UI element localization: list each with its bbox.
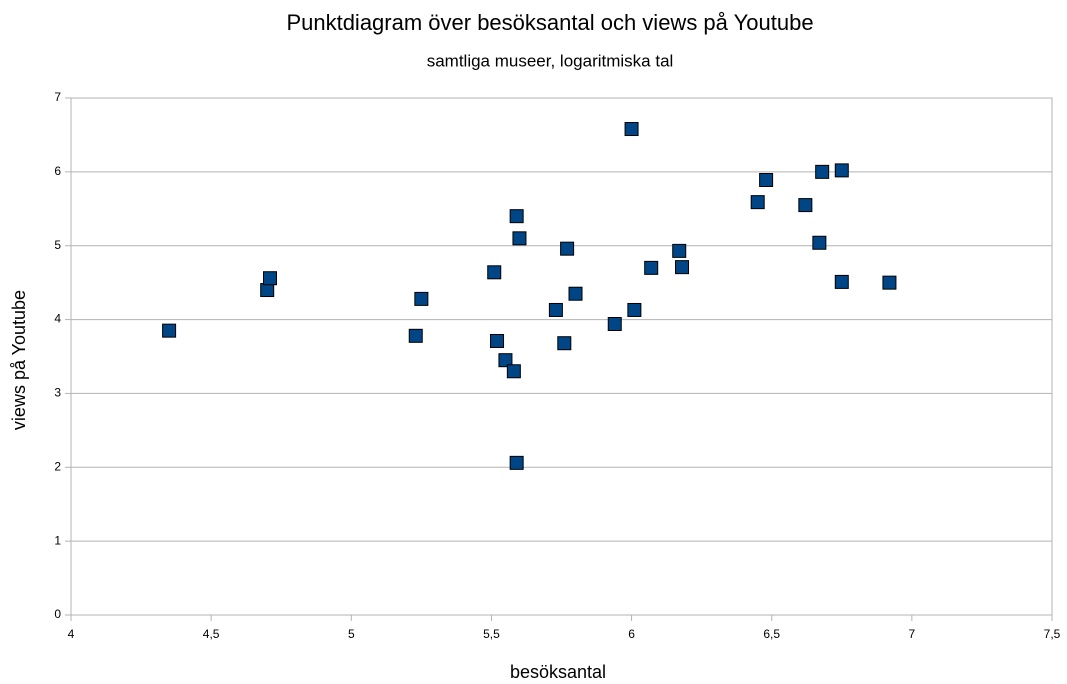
y-tick-label: 4 <box>54 312 61 326</box>
point <box>882 275 897 290</box>
point <box>548 302 563 317</box>
point <box>560 241 575 256</box>
x-tick-label: 5 <box>348 627 355 641</box>
chart-title: Punktdiagram över besöksantal och views … <box>286 10 813 35</box>
x-tick-label: 7 <box>909 627 916 641</box>
x-tick-label: 6 <box>628 627 635 641</box>
point <box>263 271 278 286</box>
y-tick-label: 0 <box>54 607 61 621</box>
point <box>408 328 423 343</box>
y-axis-label: views på Youtube <box>9 290 29 430</box>
point <box>568 286 583 301</box>
point <box>798 198 813 213</box>
point <box>627 302 642 317</box>
x-tick-label: 4 <box>68 627 75 641</box>
point <box>750 195 765 210</box>
point <box>812 235 827 250</box>
point <box>759 172 774 187</box>
point <box>624 122 639 137</box>
point <box>162 323 177 338</box>
point <box>815 164 830 179</box>
point <box>498 353 513 368</box>
point <box>644 260 659 275</box>
point <box>672 243 687 258</box>
plot-area <box>70 97 1053 616</box>
point <box>414 291 429 306</box>
y-tick-label: 1 <box>54 533 61 547</box>
x-tick-label: 6,5 <box>763 627 780 641</box>
point <box>834 274 849 289</box>
point <box>509 455 524 470</box>
x-tick-label: 7,5 <box>1044 627 1061 641</box>
y-tick-label: 6 <box>54 164 61 178</box>
point <box>490 333 505 348</box>
x-axis-label: besöksantal <box>510 662 606 682</box>
point <box>487 265 502 280</box>
point <box>675 260 690 275</box>
y-tick-label: 5 <box>54 238 61 252</box>
point <box>506 364 521 379</box>
x-tick-label: 4,5 <box>203 627 220 641</box>
point <box>512 231 527 246</box>
y-tick-label: 3 <box>54 386 61 400</box>
chart-subtitle: samtliga museer, logaritmiska tal <box>427 51 674 70</box>
point <box>834 163 849 178</box>
point <box>557 336 572 351</box>
point <box>260 283 275 298</box>
point <box>509 209 524 224</box>
x-tick-label: 5,5 <box>483 627 500 641</box>
point <box>607 317 622 332</box>
y-tick-label: 7 <box>54 90 61 104</box>
y-tick-label: 2 <box>54 459 61 473</box>
